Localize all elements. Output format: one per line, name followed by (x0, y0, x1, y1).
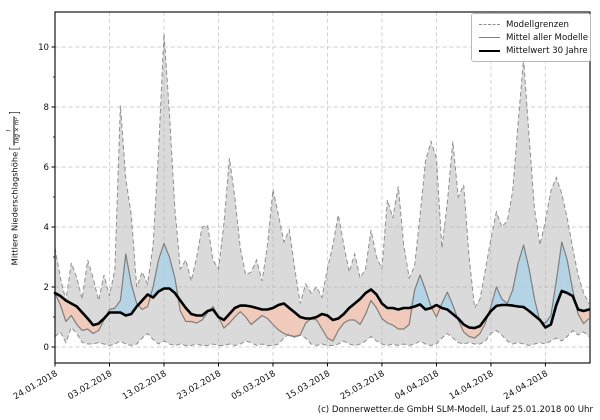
y-tick-label: 10 (38, 43, 49, 53)
x-tick-label: 13.02.2018 (121, 369, 169, 402)
y-tick-label: 8 (44, 103, 49, 113)
envelope-max-line (54, 33, 590, 310)
legend-label: Modellgrenzen (506, 19, 569, 30)
model-range-envelope (55, 33, 589, 346)
x-tick-label: 05.03.2018 (230, 369, 278, 402)
x-tick-label: 24.04.2018 (502, 369, 550, 402)
y-axis-unit-denominator: Tag × m² (13, 116, 21, 146)
above-normal-area (55, 242, 589, 329)
copyright-caption: (c) Donnerwetter.de GmbH SLM-Modell, Lau… (317, 405, 593, 415)
y-tick-label: 0 (44, 343, 49, 353)
legend-label: Mittel aller Modelle (506, 32, 589, 43)
model-mean-line (54, 241, 590, 342)
y-tick-label: 6 (44, 163, 49, 173)
y-axis-label: Mittlere Niederschlagshöhe [ l Tag × m² … (6, 38, 23, 338)
y-axis-unit-fraction: l Tag × m² (6, 116, 21, 146)
y-tick-label: 2 (44, 283, 49, 293)
black-line-icon (479, 49, 500, 52)
plot-frame (54, 11, 591, 364)
legend-label: Mittelwert 30 Jahre (506, 45, 588, 56)
y-axis-label-bracket-close: ] (7, 110, 21, 116)
legend-item-mittelwert-30-jahre: Mittelwert 30 Jahre (479, 44, 588, 57)
gray-line-icon (479, 37, 500, 38)
x-tick-label: 23.02.2018 (175, 369, 223, 402)
x-tick-label: 03.02.2018 (66, 369, 114, 402)
legend-item-modellgrenzen: Modellgrenzen (479, 18, 584, 31)
dashed-line-icon (479, 24, 500, 25)
legend-item-mittel-aller-modelle: Mittel aller Modelle (479, 31, 588, 44)
x-tick-label: 14.04.2018 (448, 369, 496, 402)
x-tick-label: 15.03.2018 (284, 369, 332, 402)
x-tick-label: 24.01.2018 (12, 369, 60, 402)
y-axis-label-bracket-open: [ (7, 146, 21, 151)
legend-box: Modellgrenzen Mittel aller Modelle Mitte… (471, 13, 591, 62)
x-tick-label: 04.04.2018 (393, 369, 441, 402)
y-tick-label: 4 (44, 223, 49, 233)
x-tick-label: 25.03.2018 (339, 369, 387, 402)
y-axis-label-text: Mittlere Niederschlagshöhe (9, 151, 19, 266)
mean30-line (53, 287, 591, 330)
